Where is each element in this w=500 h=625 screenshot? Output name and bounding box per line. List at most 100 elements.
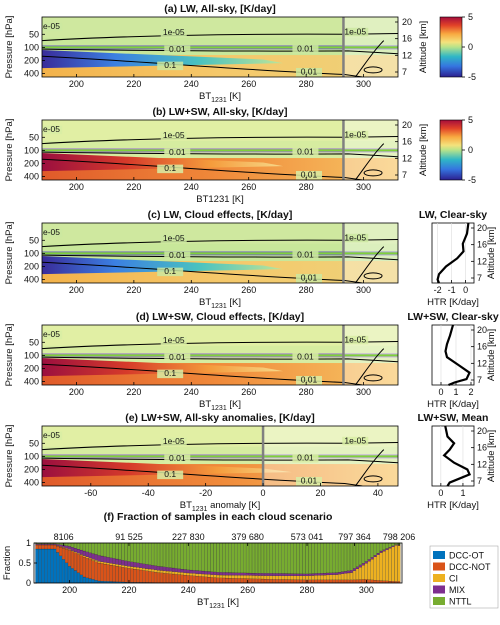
bar-ci bbox=[65, 548, 69, 550]
x-tick-label: 240 bbox=[181, 585, 196, 595]
x-tick-label: 300 bbox=[359, 585, 374, 595]
y-tick-label: 200 bbox=[24, 363, 39, 373]
bar-nttl bbox=[344, 542, 348, 572]
bar-nttl bbox=[293, 542, 297, 574]
xlabel-sub: 1231 bbox=[211, 97, 227, 104]
bar-mix bbox=[237, 572, 241, 576]
bar-nttl bbox=[225, 542, 229, 573]
bar-dcc-not bbox=[73, 552, 77, 571]
bar-ci bbox=[379, 552, 383, 581]
bar-dcc-not bbox=[106, 564, 110, 582]
bar-ci bbox=[234, 575, 238, 579]
x-tick-label: 200 bbox=[69, 79, 84, 89]
contour-label-bg bbox=[160, 336, 187, 346]
bar-dcc-not bbox=[228, 578, 232, 583]
bar-ci bbox=[352, 570, 356, 580]
bar-dcc-not bbox=[302, 579, 306, 583]
bar-mix bbox=[124, 560, 128, 566]
contour-label: 0.01 bbox=[297, 44, 314, 54]
contour-label-bg bbox=[164, 45, 191, 55]
bar-dcc-not bbox=[373, 580, 377, 583]
bar-dcc-not bbox=[133, 569, 137, 583]
contour-right bbox=[354, 348, 385, 385]
contour-label: 1e-05 bbox=[163, 335, 185, 345]
heatmap-field: 1e-05 1e-05 1e-05 0.01 0.01 0.1 0.01 bbox=[38, 120, 398, 180]
bar-ci bbox=[151, 569, 155, 572]
bar-nttl bbox=[308, 542, 312, 574]
x-tick-label: 260 bbox=[241, 182, 256, 192]
bar-ci bbox=[94, 560, 98, 562]
bar-ci bbox=[219, 574, 223, 578]
bar-nttl bbox=[326, 542, 330, 574]
bar-ci bbox=[394, 545, 398, 582]
bar-mix bbox=[385, 548, 389, 550]
count-label: 573 041 bbox=[291, 532, 324, 542]
contour-label-bg bbox=[292, 148, 319, 157]
profile-y2-tick-label: 16 bbox=[477, 342, 487, 352]
contour-label-bg bbox=[42, 431, 63, 441]
y-axis-label: Fraction bbox=[2, 546, 13, 580]
bar-dcc-not bbox=[255, 578, 258, 583]
bar-nttl bbox=[136, 542, 140, 563]
x-tick-label: 220 bbox=[126, 387, 141, 397]
legend-swatch bbox=[433, 585, 445, 594]
bar-nttl bbox=[382, 542, 386, 550]
y-tick-label: 200 bbox=[24, 261, 39, 271]
bar-dcc-not bbox=[85, 558, 89, 578]
contour-label: 0.01 bbox=[297, 352, 314, 362]
bar-dcc-not bbox=[257, 578, 261, 583]
bar-ci bbox=[171, 571, 175, 575]
bar-dcc-not bbox=[320, 579, 324, 583]
contour-label-bg bbox=[164, 353, 191, 363]
bar-nttl bbox=[284, 542, 288, 574]
bar-nttl bbox=[186, 542, 190, 570]
contour-label: 1e-05 bbox=[38, 124, 60, 134]
contour-1e-05 bbox=[42, 341, 398, 350]
heatmap-upper-band bbox=[42, 223, 398, 244]
bar-dcc-not bbox=[151, 571, 155, 583]
bar-mix bbox=[130, 561, 134, 567]
contour-right bbox=[354, 449, 385, 486]
bar-ci bbox=[186, 572, 190, 576]
bar-ci bbox=[62, 547, 66, 549]
bar-mix bbox=[382, 549, 386, 552]
contour-loop bbox=[363, 475, 383, 483]
profile-y2-tick-label: 20 bbox=[477, 325, 487, 335]
bar-ci bbox=[88, 557, 92, 560]
bar-mix bbox=[38, 543, 42, 545]
profile-x-tick-label: 0 bbox=[463, 285, 468, 295]
bar-dcc-not bbox=[237, 578, 241, 583]
bar-dcc-ot bbox=[35, 548, 39, 584]
bar-dcc-not bbox=[361, 579, 365, 583]
bar-dcc-not bbox=[207, 577, 211, 583]
bar-ci bbox=[335, 574, 339, 580]
bar-ci bbox=[225, 575, 229, 579]
bar-nttl bbox=[201, 542, 205, 572]
bar-dcc-not bbox=[329, 579, 333, 583]
bar-mix bbox=[97, 555, 101, 562]
bar-mix bbox=[112, 558, 116, 564]
count-label: 798 206 bbox=[383, 532, 416, 542]
bar-dcc-not bbox=[323, 579, 327, 583]
bar-dcc-not bbox=[97, 562, 101, 582]
bar-nttl bbox=[338, 542, 342, 573]
bar-dcc-not bbox=[145, 570, 149, 583]
bar-nttl bbox=[335, 542, 339, 573]
xlabel-sub: 1231 bbox=[192, 506, 208, 513]
profile-line bbox=[436, 222, 470, 284]
bar-ci bbox=[139, 567, 143, 571]
bar-mix bbox=[35, 543, 39, 545]
bar-dcc-not bbox=[213, 577, 217, 583]
bar-mix bbox=[388, 547, 392, 549]
x-tick-label: 220 bbox=[121, 585, 136, 595]
bar-dcc-not bbox=[347, 579, 350, 583]
bar-ci bbox=[299, 575, 303, 580]
bar-nttl bbox=[151, 542, 155, 566]
bar-ci bbox=[290, 575, 294, 580]
bar-mix bbox=[210, 571, 214, 575]
bar-ci bbox=[305, 575, 309, 580]
contour-label: 0.1 bbox=[164, 163, 176, 173]
bar-dcc-not bbox=[293, 579, 297, 583]
bar-mix bbox=[317, 573, 321, 576]
bar-dcc-not bbox=[59, 547, 63, 556]
